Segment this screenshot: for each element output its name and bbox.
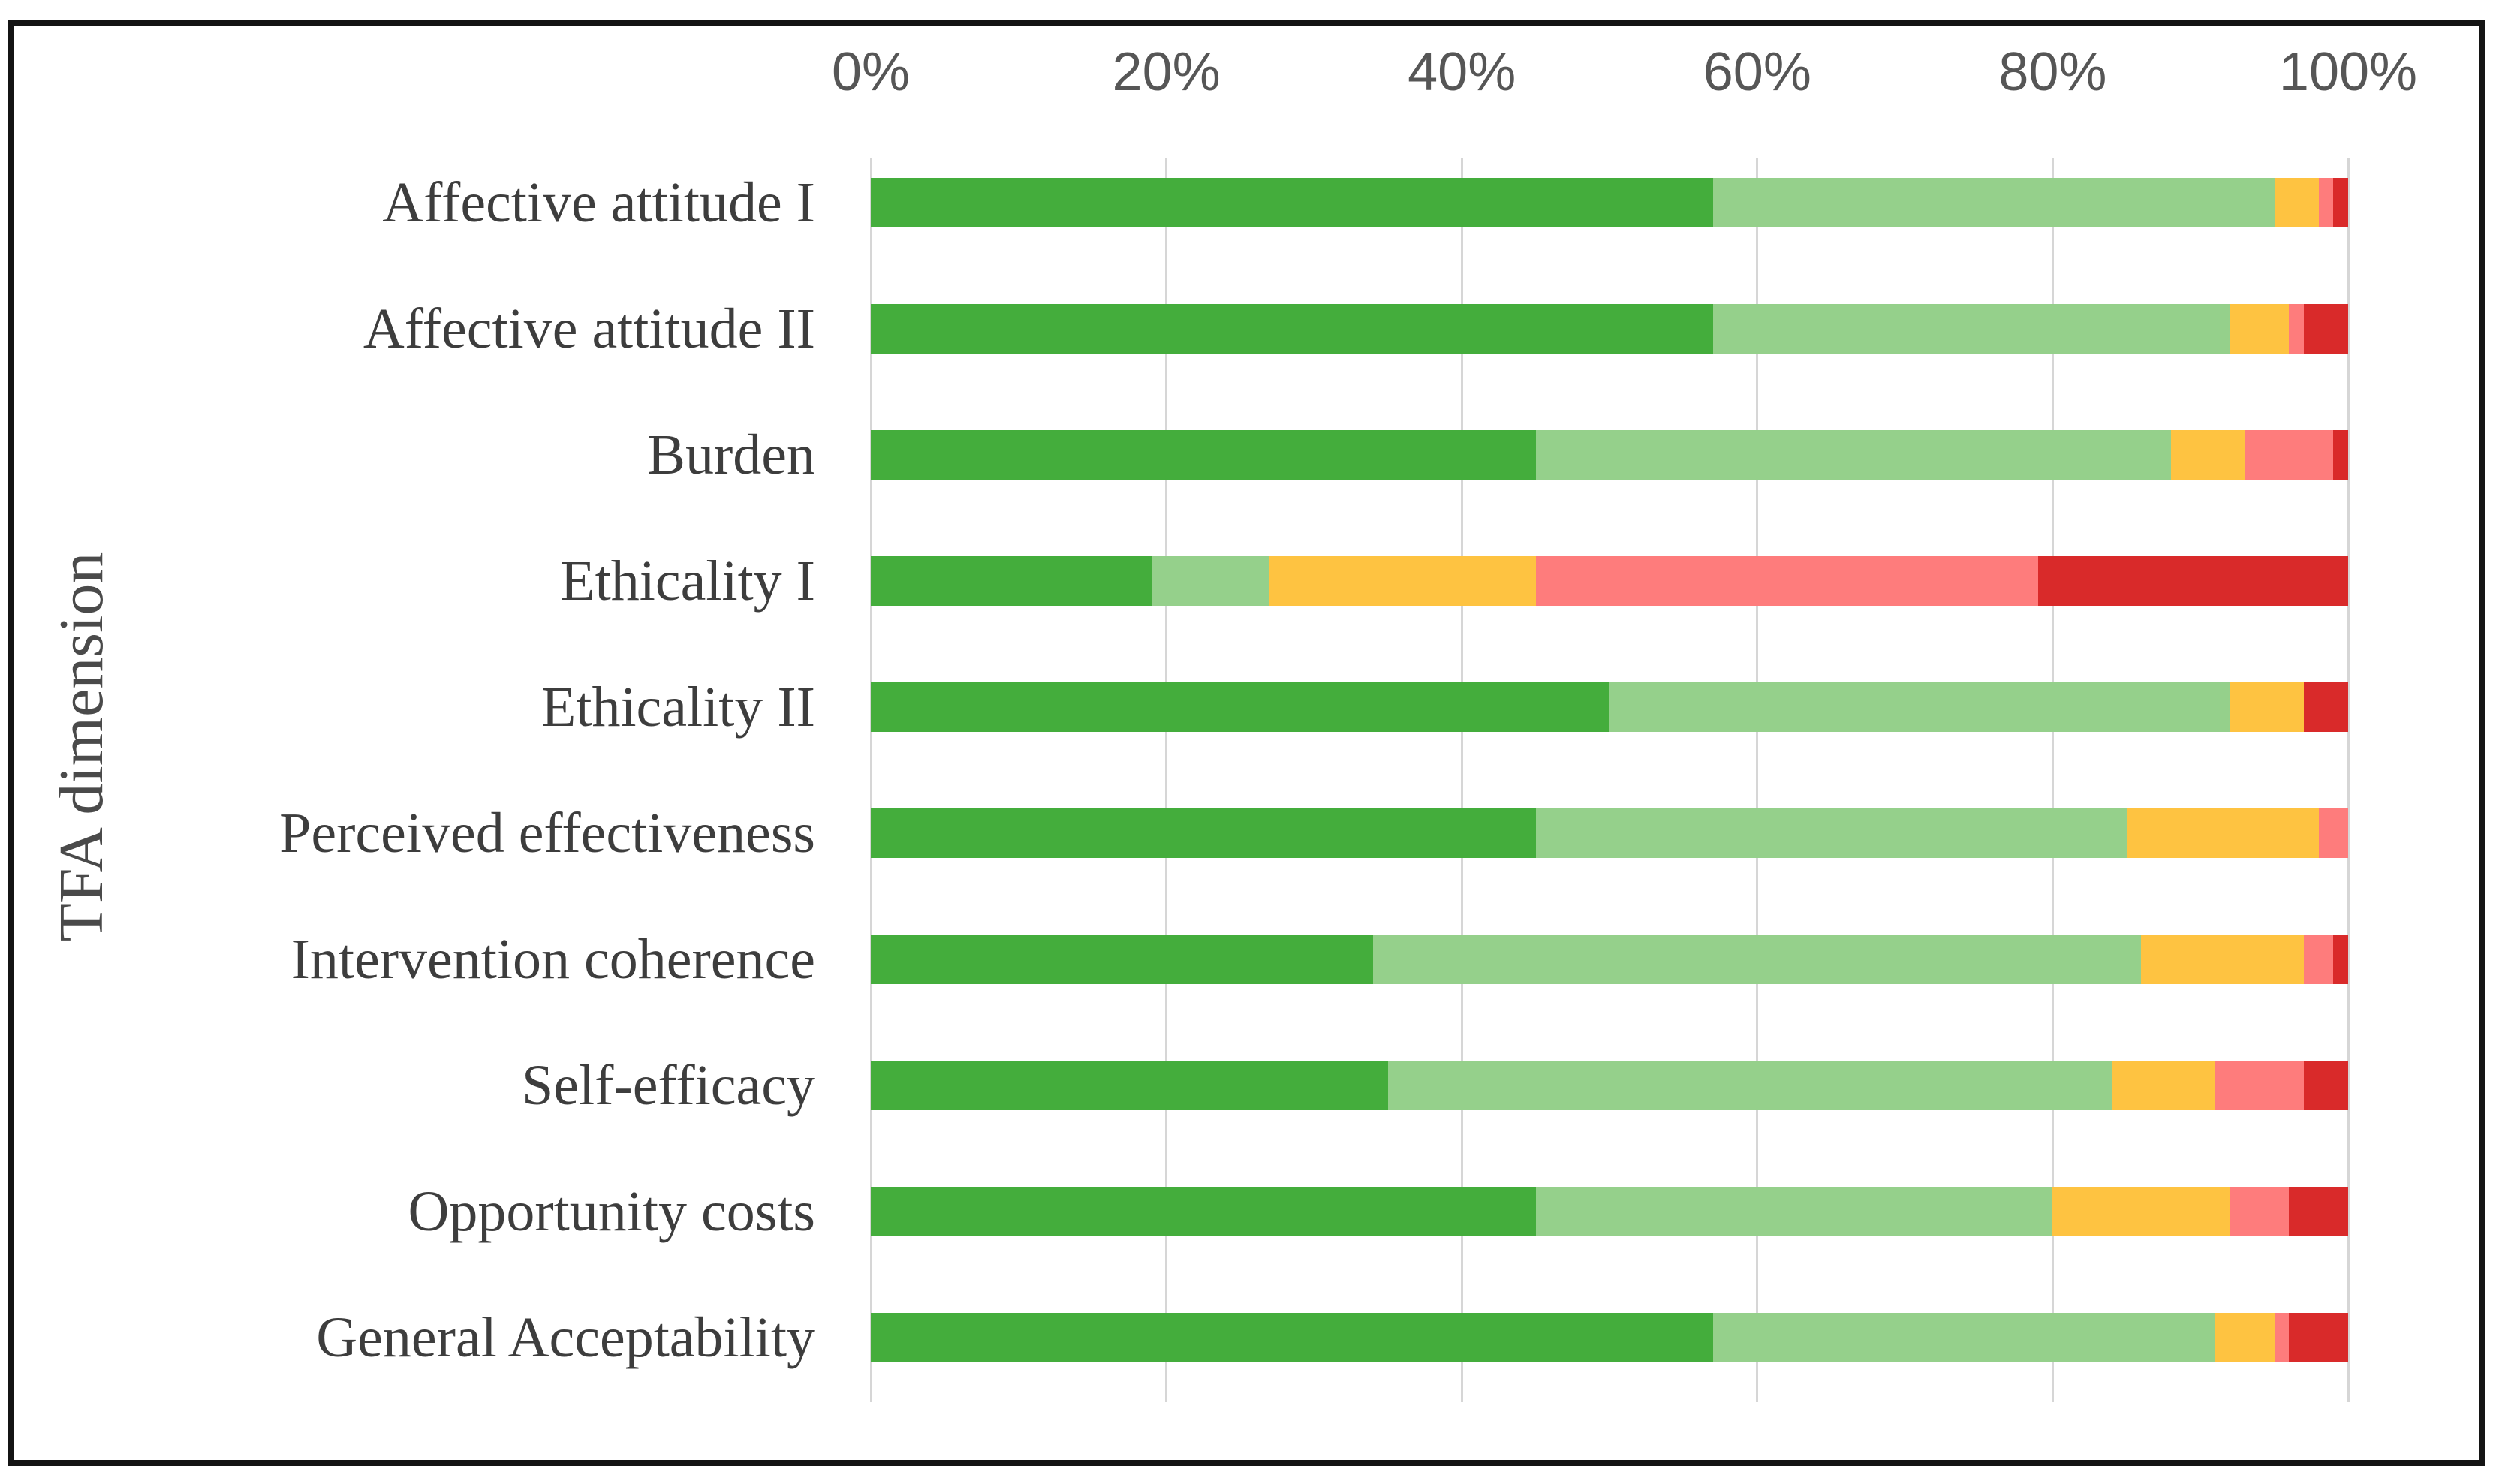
bar-segment-salmon [2318,178,2334,227]
gridline [2051,158,2054,1402]
bar-segment-amber [2052,1187,2230,1236]
bar-segment-red [2037,556,2348,606]
bar-segment-dark-green [871,935,1374,984]
x-tick-label: 100% [2278,41,2418,102]
bar-segment-dark-green [871,1061,1388,1110]
category-label: Perceived effectiveness [279,801,815,865]
category-label: General Acceptability [316,1305,815,1369]
bar-segment-red [2289,1187,2348,1236]
category-labels: Affective attitude I Affective attitude I… [0,158,845,1402]
bar-segment-dark-green [871,178,1713,227]
bar-segment-amber [2274,178,2319,227]
bar-segment-red [2289,1313,2348,1362]
bar-segment-light-green [1535,430,2171,480]
gridline [869,158,872,1402]
bar-segment-red [2333,178,2348,227]
bar-segment-light-green [1712,178,2275,227]
bar-segment-dark-green [871,808,1536,858]
x-axis-tick-labels: 0% 20% 40% 60% 80% 100% [0,0,2493,120]
bar-segment-dark-green [871,304,1713,354]
bar-segment-light-green [1387,1061,2112,1110]
x-tick-label: 60% [1703,41,1811,102]
bar-segment-amber [2141,935,2304,984]
bar-row [871,682,2348,732]
bar-segment-red [2303,682,2348,732]
bar-segment-dark-green [871,430,1536,480]
bar-row [871,1313,2348,1362]
plot-area [869,158,2350,1402]
bar-segment-light-green [1373,935,2142,984]
bar-row [871,935,2348,984]
bar-segment-light-green [1535,1187,2053,1236]
bar-segment-amber [1269,556,1536,606]
bar-segment-red [2303,304,2348,354]
bar-segment-salmon [2274,1313,2290,1362]
bar-segment-light-green [1712,1313,2215,1362]
gridline [1165,158,1168,1402]
bar-segment-salmon [1535,556,2038,606]
bar-segment-amber [2230,304,2290,354]
bar-row [871,178,2348,227]
bar-segment-amber [2112,1061,2215,1110]
x-tick-label: 40% [1408,41,1516,102]
bar-row [871,1187,2348,1236]
bar-segment-dark-green [871,1187,1536,1236]
bar-segment-red [2303,1061,2348,1110]
category-label: Burden [647,423,815,486]
bar-segment-dark-green [871,556,1152,606]
category-label: Ethicality II [540,675,815,739]
bar-segment-dark-green [871,1313,1713,1362]
bar-segment-light-green [1609,682,2230,732]
category-label: Affective attitude II [363,296,815,360]
category-label: Affective attitude I [382,170,815,234]
bar-segment-amber [2214,1313,2275,1362]
bar-segment-light-green [1535,808,2127,858]
gridline [1756,158,1759,1402]
bar-segment-salmon [2214,1061,2304,1110]
bar-segment-amber [2170,430,2245,480]
category-label: Intervention coherence [291,927,815,991]
bar-segment-light-green [1151,556,1270,606]
x-tick-label: 20% [1112,41,1221,102]
bar-segment-red [2333,935,2348,984]
gridline [1460,158,1463,1402]
bar-segment-amber [2230,682,2304,732]
bar-row [871,1061,2348,1110]
bar-segment-salmon [2230,1187,2290,1236]
bar-row [871,808,2348,858]
bar-segment-salmon [2289,304,2304,354]
bar-segment-salmon [2303,935,2334,984]
category-label: Self-efficacy [521,1053,815,1117]
bar-segment-red [2333,430,2348,480]
bar-row [871,430,2348,480]
bar-segment-amber [2126,808,2319,858]
category-label: Opportunity costs [408,1179,815,1243]
bar-row [871,556,2348,606]
bar-segment-dark-green [871,682,1609,732]
gridline [2347,158,2350,1402]
bar-segment-salmon [2245,430,2334,480]
bar-row [871,304,2348,354]
x-tick-label: 0% [831,41,911,102]
category-label: Ethicality I [560,549,815,613]
bar-segment-salmon [2318,808,2348,858]
x-tick-label: 80% [1998,41,2107,102]
bar-segment-light-green [1712,304,2230,354]
